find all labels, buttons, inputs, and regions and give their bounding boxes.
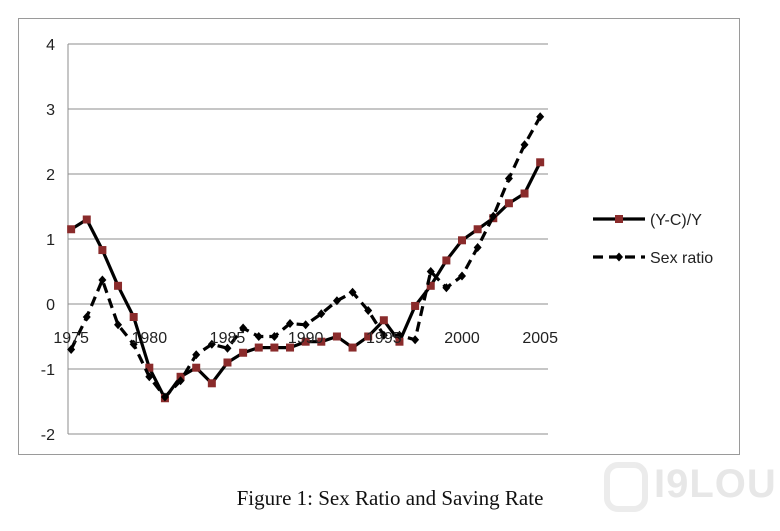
x-tick-label: 1975: [53, 330, 89, 347]
saving-rate-point: [82, 215, 91, 224]
saving-rate-point: [114, 281, 123, 290]
legend-label-saving-rate: (Y-C)/Y: [650, 212, 702, 229]
saving-rate-point: [67, 225, 76, 234]
figure-caption: Figure 1: Sex Ratio and Saving Rate: [236, 486, 544, 510]
saving-rate-point: [270, 343, 279, 352]
saving-rate-point: [426, 281, 435, 290]
sex-ratio-point: [442, 283, 451, 293]
saving-rate-point: [129, 313, 138, 321]
sex-ratio-point: [426, 267, 435, 276]
saving-rate-point: [145, 363, 154, 372]
saving-rate-point: [364, 332, 373, 341]
sex-ratio-point: [520, 140, 529, 150]
y-tick-label: 2: [46, 167, 55, 184]
sex-ratio-point: [270, 332, 279, 341]
saving-rate-point: [239, 348, 248, 357]
saving-rate-point: [395, 337, 404, 346]
sex-ratio-point: [114, 320, 123, 330]
sex-ratio-point: [317, 309, 326, 319]
sex-ratio-point: [301, 320, 310, 330]
x-tick-label: 2005: [522, 330, 558, 347]
x-tick-label: 2000: [444, 330, 480, 347]
y-tick-label: -2: [41, 427, 55, 444]
sex-ratio-point: [239, 323, 248, 333]
saving-rate-point: [317, 337, 326, 346]
y-tick-label: 3: [46, 102, 55, 119]
saving-rate-point: [504, 199, 513, 208]
legend-label-sex-ratio: Sex ratio: [650, 250, 713, 267]
sex-ratio-point: [473, 242, 482, 252]
sex-ratio-point: [82, 312, 91, 322]
saving-rate-point: [442, 256, 451, 265]
sex-ratio-point: [223, 343, 232, 353]
saving-rate-point: [473, 225, 482, 234]
saving-rate-point: [379, 316, 388, 325]
x-tick-label: 1995: [366, 330, 402, 347]
sex-ratio-point: [364, 306, 373, 315]
sex-ratio-point: [207, 339, 216, 349]
saving-rate-point: [536, 158, 545, 167]
sex-ratio-point: [98, 275, 107, 285]
saving-rate-point: [98, 246, 107, 255]
sex-ratio-point: [332, 296, 341, 306]
sex-ratio-point: [348, 287, 357, 297]
y-tick-label: -1: [41, 362, 55, 379]
saving-rate-point: [348, 343, 357, 352]
sex-ratio-point: [379, 330, 388, 340]
watermark: I9LOU: [598, 456, 778, 524]
saving-rate-point: [254, 343, 263, 352]
sex-ratio-point: [192, 350, 201, 360]
x-tick-label: 1990: [288, 330, 324, 347]
sex-ratio-point: [395, 330, 404, 340]
y-tick-label: 0: [46, 297, 55, 314]
x-tick-label: 1980: [132, 330, 168, 347]
sex-ratio-point: [254, 332, 263, 341]
chart-frame: [18, 18, 740, 455]
series-line-sex-ratio: [69, 116, 542, 399]
saving-rate-point: [223, 358, 232, 367]
sex-ratio-point: [489, 211, 498, 221]
saving-rate-point: [332, 332, 341, 341]
sex-ratio-point: [176, 376, 185, 386]
sex-ratio-point: [458, 271, 467, 281]
sex-ratio-point: [411, 335, 420, 345]
sex-ratio-point: [160, 392, 169, 402]
watermark-text: I9LOU: [654, 462, 777, 506]
x-tick-label: 1985: [210, 330, 246, 347]
sex-ratio-point: [536, 112, 545, 122]
saving-rate-point: [286, 343, 295, 352]
sex-ratio-point: [67, 345, 76, 354]
legend-marker-sex-ratio: [615, 252, 623, 262]
saving-rate-point: [301, 337, 310, 346]
y-tick-label: 1: [46, 232, 55, 249]
sex-ratio-point: [504, 174, 513, 184]
saving-rate-point: [411, 301, 420, 310]
saving-rate-point: [458, 236, 467, 245]
y-tick-label: 4: [46, 37, 55, 54]
legend-marker-saving-rate: [615, 215, 623, 223]
saving-rate-point: [207, 379, 216, 388]
saving-rate-point: [192, 363, 201, 372]
saving-rate-point: [520, 189, 529, 198]
sex-ratio-point: [286, 319, 295, 328]
sex-ratio-point: [145, 372, 154, 382]
watermark-logo-icon: [604, 462, 648, 512]
sex-ratio-point: [129, 339, 138, 349]
